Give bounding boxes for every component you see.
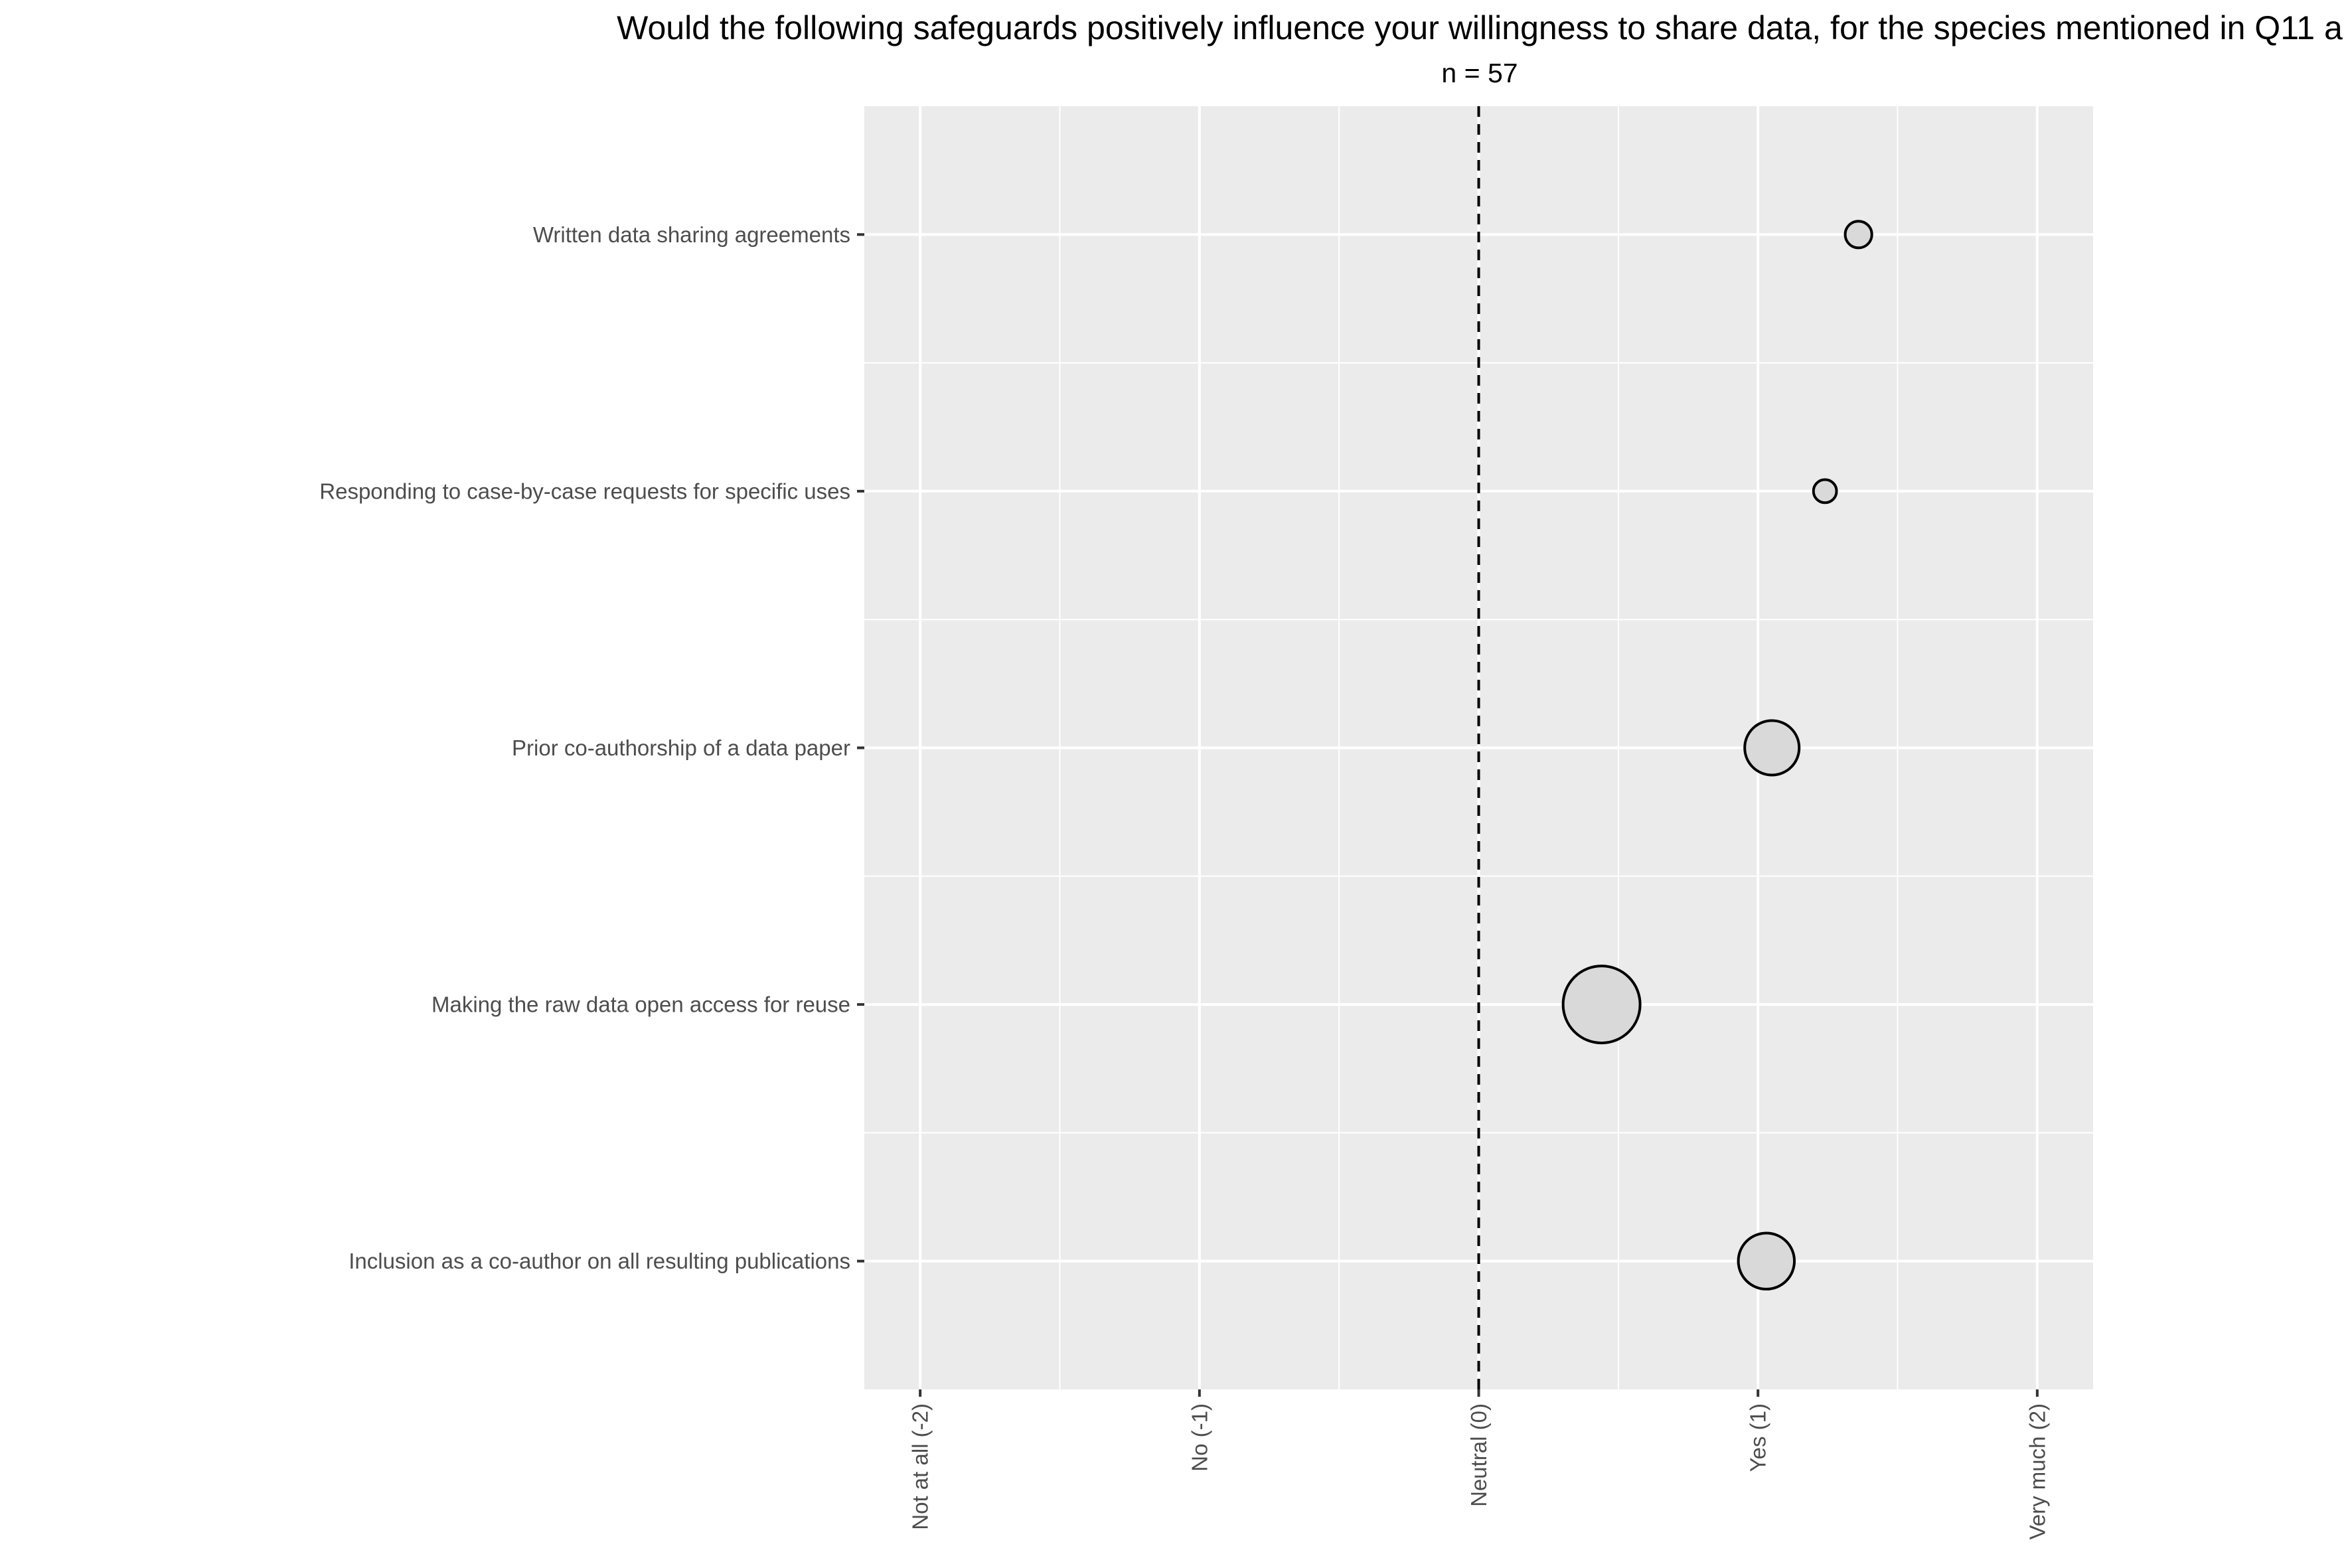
y-tick-label: Prior co-authorship of a data paper [512, 736, 850, 760]
data-point [1812, 478, 1838, 505]
data-point [1743, 719, 1801, 777]
x-tick-label: Neutral (0) [1466, 1403, 1491, 1507]
chart-title: Would the following safeguards positivel… [617, 9, 2343, 46]
data-point [1843, 220, 1873, 250]
data-point [1737, 1231, 1796, 1291]
x-tick-label: Very much (2) [2025, 1403, 2049, 1539]
y-axis: Written data sharing agreements Respondin… [319, 222, 864, 1273]
x-tick-label: Not at all (-2) [908, 1403, 933, 1530]
x-axis: Not at all (-2) No (-1) Neutral (0) Yes (1)… [908, 1389, 2049, 1539]
x-tick-label: No (-1) [1187, 1403, 1212, 1472]
x-tick-label: Yes (1) [1746, 1403, 1770, 1472]
y-tick-label: Making the raw data open access for reus… [431, 992, 850, 1017]
y-tick-label: Responding to case-by-case requests for … [319, 479, 850, 503]
y-tick-label: Written data sharing agreements [533, 222, 850, 247]
data-points [1561, 220, 1873, 1291]
chart-subtitle: n = 57 [1441, 58, 1518, 88]
data-point [1561, 965, 1642, 1045]
y-tick-label: Inclusion as a co-author on all resultin… [349, 1249, 850, 1273]
